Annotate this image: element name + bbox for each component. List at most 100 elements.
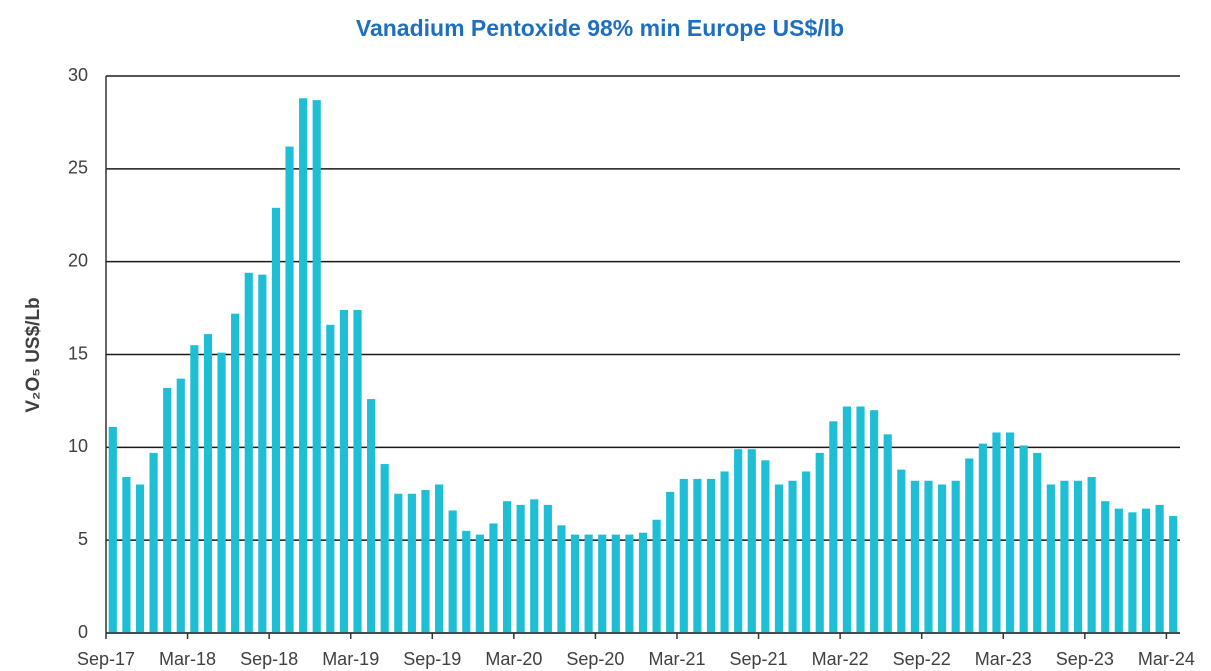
bar [1046,484,1055,633]
y-axis-label: V₂O₅ US$/Lb [23,297,44,412]
bar [394,493,403,633]
bar [271,207,281,633]
bar [856,406,865,633]
y-tick-label: 5 [78,529,88,549]
bar [217,352,226,633]
y-tick-label: 20 [68,250,88,270]
bar [897,469,906,633]
bar [434,484,444,633]
bar [652,519,661,633]
bar [407,493,416,633]
bar [1087,477,1096,633]
bar [734,449,743,633]
bar [149,452,158,633]
x-tick-label: Sep-22 [893,649,951,669]
bar [530,499,539,633]
bar [924,480,933,633]
bar [1155,504,1164,633]
bar [543,504,552,633]
bar [135,484,145,633]
x-tick-label: Sep-17 [77,649,135,669]
bar [598,534,607,633]
bar [326,324,335,633]
bar [978,443,987,633]
bar [965,458,974,633]
bar [774,484,784,633]
bar [883,434,892,633]
bar [367,399,376,633]
bar [1019,445,1028,633]
bar [353,309,362,633]
x-tick-label: Sep-21 [730,649,788,669]
bar [761,460,770,633]
bar [244,272,253,633]
bar [992,432,1001,633]
bar [693,478,702,633]
bar [870,410,879,633]
bar [679,478,688,633]
bar [489,523,498,633]
x-tick-label: Mar-22 [812,649,869,669]
x-tick-label: Sep-19 [403,649,461,669]
bar [666,491,675,633]
bar [203,334,213,633]
bar [788,480,797,633]
y-tick-label: 0 [78,622,88,642]
bar [1128,512,1137,633]
bar [462,530,471,633]
bar [421,490,430,633]
chart-title: Vanadium Pentoxide 98% min Europe US$/lb [356,15,844,41]
bar [557,525,566,633]
bar [625,534,634,633]
bar [448,510,457,633]
x-tick-label: Mar-20 [485,649,542,669]
bar [231,313,240,633]
bar [258,274,267,633]
x-tick-label: Mar-23 [975,649,1032,669]
bar [1060,480,1069,633]
x-tick-label: Mar-24 [1138,649,1195,669]
bar [380,464,389,633]
bar [176,378,185,633]
x-tick-label: Mar-18 [159,649,216,669]
bar [938,484,947,633]
y-tick-label: 25 [68,158,88,178]
bar [910,480,919,633]
bar [339,309,348,633]
bar [1101,501,1110,633]
bar [611,534,620,633]
bar [122,477,131,633]
bar [706,478,716,633]
bar [720,471,729,633]
bar [1114,508,1123,633]
bar [842,406,852,633]
x-tick-label: Mar-19 [322,649,379,669]
bar [951,480,960,633]
x-tick-label: Sep-20 [566,649,624,669]
bar [584,534,593,633]
bar [1169,516,1178,633]
bar [516,504,525,633]
bar [312,100,321,634]
x-tick-label: Sep-23 [1056,649,1114,669]
bar [299,98,308,633]
bar [747,449,756,633]
bar [1033,452,1042,633]
bar [502,501,512,633]
bar [475,534,484,633]
bar [815,452,824,633]
bar [829,421,838,633]
bar [190,345,199,633]
y-tick-label: 30 [68,65,88,85]
bar [163,387,172,633]
bar [570,534,580,633]
bar [1141,508,1151,633]
x-tick-label: Mar-21 [648,649,705,669]
bar [638,532,648,633]
bar [108,426,117,633]
bar [802,471,811,633]
bar [285,146,294,633]
bar [1073,480,1083,633]
x-tick-label: Sep-18 [240,649,298,669]
